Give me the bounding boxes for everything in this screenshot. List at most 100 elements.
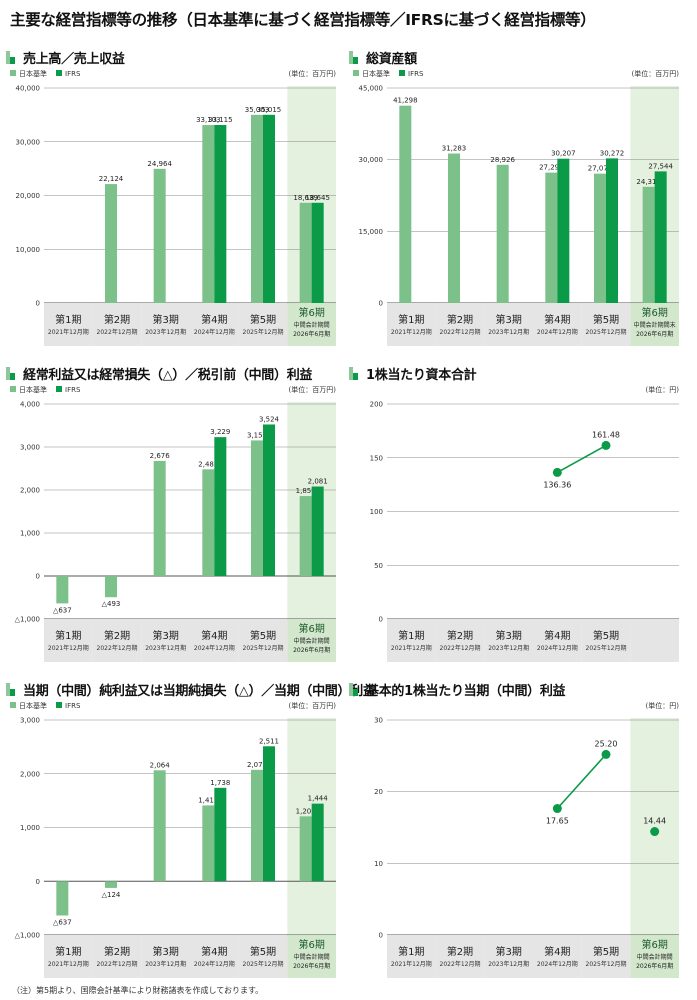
- y-tick-label: 150: [370, 454, 383, 462]
- bar: [214, 787, 227, 882]
- y-tick-label: 30: [374, 717, 383, 725]
- period-sub: 2026年6月期: [636, 962, 673, 970]
- period-sub: 2022年12月期: [440, 328, 481, 336]
- period-sub: 2022年12月期: [97, 644, 138, 652]
- period-label: 第3期: [495, 945, 521, 958]
- bar: [654, 171, 667, 303]
- period-sub: 2023年12月期: [488, 328, 529, 336]
- period-sub: 2026年6月期: [636, 330, 673, 338]
- panel-assets: 総資産額 日本基準 IFRS (単位：百万円) 0 15,000 30,000 45,000…: [349, 48, 689, 368]
- period-sub: 2025年12月期: [243, 644, 284, 652]
- period-sub: 2025年12月期: [586, 328, 627, 336]
- legend-swatch-1: [399, 70, 405, 76]
- period-sub: 2021年12月期: [391, 644, 432, 652]
- period-box: [581, 935, 631, 978]
- y-tick-label: 45,000: [359, 85, 384, 93]
- data-label: 3,229: [210, 428, 230, 436]
- bar: [448, 153, 460, 303]
- period6-highlight: [630, 718, 679, 935]
- legend-label-0: 日本基準: [19, 701, 47, 710]
- period-box: [238, 303, 288, 346]
- bar: [311, 803, 324, 882]
- panel-title: 1株当たり資本合計: [366, 367, 477, 383]
- data-label: 1,207: [296, 807, 316, 815]
- legend-label-0: 日本基準: [19, 69, 47, 78]
- data-point: [601, 749, 611, 759]
- period-label: 第3期: [495, 313, 521, 326]
- period-sub: 2023年12月期: [145, 644, 186, 652]
- period-sub: 2026年6月期: [293, 330, 330, 338]
- data-label: 25.20: [595, 739, 618, 748]
- period-label: 第4期: [201, 629, 227, 642]
- data-label: 33,103: [196, 116, 221, 124]
- section-marker-icon: [349, 682, 358, 696]
- period-sub: 中間会計期間: [294, 321, 330, 329]
- section-marker-icon: [349, 50, 358, 64]
- period-box: [238, 935, 288, 978]
- unit-label: (単位：円): [646, 701, 680, 710]
- assets-chart: 日本基準 IFRS (単位：百万円) 0 15,000 30,000 45,000 第1期 20…: [353, 69, 680, 346]
- period-label: 第3期: [152, 629, 178, 642]
- data-label: 3,524: [259, 415, 280, 423]
- footnote: （注）第5期より、国際会計基準により財務諸表を作成しております。: [12, 986, 264, 995]
- period-label: 第1期: [398, 945, 424, 958]
- section-marker-icon: [6, 50, 15, 64]
- legend-swatch-1: [56, 702, 62, 708]
- period-label: 第2期: [104, 629, 130, 642]
- bar: [642, 186, 655, 303]
- section-marker-icon: [6, 366, 15, 380]
- period-label: 第4期: [544, 629, 570, 642]
- panel-title: 経常利益又は経常損失（△）／税引前（中間）利益: [23, 367, 313, 383]
- period-box: [44, 303, 93, 346]
- data-label: 1,738: [210, 779, 230, 787]
- period-box: [533, 935, 582, 978]
- period-box: [287, 619, 336, 662]
- period-sub: 2024年12月期: [194, 960, 235, 968]
- period-sub: 2021年12月期: [48, 328, 89, 336]
- bar: [606, 158, 618, 303]
- bar: [251, 769, 263, 882]
- period-box: [238, 619, 288, 662]
- unit-label: (単位：百万円): [632, 69, 680, 78]
- bar: [263, 424, 275, 576]
- data-label: 27,075: [588, 165, 613, 173]
- data-label: 35,015: [257, 106, 282, 114]
- period-sub: 中間会計期間: [294, 637, 330, 645]
- data-label: 2,064: [150, 761, 171, 769]
- period-box: [387, 619, 436, 662]
- period-box: [287, 303, 336, 346]
- period-sub: 2025年12月期: [586, 960, 627, 968]
- bar: [299, 496, 312, 576]
- y-tick-label: 0: [36, 573, 40, 581]
- bar: [56, 576, 69, 604]
- period-label: 第2期: [104, 945, 130, 958]
- legend-label-1: IFRS: [65, 702, 81, 710]
- eps-chart: (単位：円) 0 10 20 30 第1期 2021年12月期 第2期 2022年12月期 第3期…: [374, 701, 680, 978]
- period-label: 第6期: [641, 938, 667, 951]
- period-label: 第4期: [201, 945, 227, 958]
- period-sub: 2025年12月期: [243, 328, 284, 336]
- panel-header: 1株当たり資本合計: [349, 364, 477, 383]
- legend-swatch-1: [56, 70, 62, 76]
- period-box: [141, 303, 190, 346]
- data-label: 24,964: [147, 160, 172, 168]
- bar: [545, 172, 558, 303]
- period-label: 第6期: [298, 938, 324, 951]
- period-sub: 2021年12月期: [48, 644, 89, 652]
- panel-header: 基本的1株当たり当期（中間）利益: [349, 680, 566, 699]
- y-tick-label: 200: [370, 401, 383, 409]
- period-sub: 2022年12月期: [97, 960, 138, 968]
- data-label: 41,298: [393, 97, 418, 105]
- data-label: 2,081: [308, 478, 328, 486]
- period-label: 第4期: [544, 945, 570, 958]
- data-label: 2,073: [247, 761, 267, 769]
- y-tick-label: 30,000: [16, 138, 41, 146]
- period-label: 第3期: [152, 313, 178, 326]
- period-box: [387, 935, 436, 978]
- period-box: [533, 619, 582, 662]
- period-label: 第2期: [447, 629, 473, 642]
- period-label: 第6期: [298, 306, 324, 319]
- period-sub: 2025年12月期: [243, 960, 284, 968]
- bar: [311, 486, 324, 576]
- panel-eps: 基本的1株当たり当期（中間）利益 (単位：円) 0 10 20 30 第1期 2021年12…: [349, 680, 689, 1000]
